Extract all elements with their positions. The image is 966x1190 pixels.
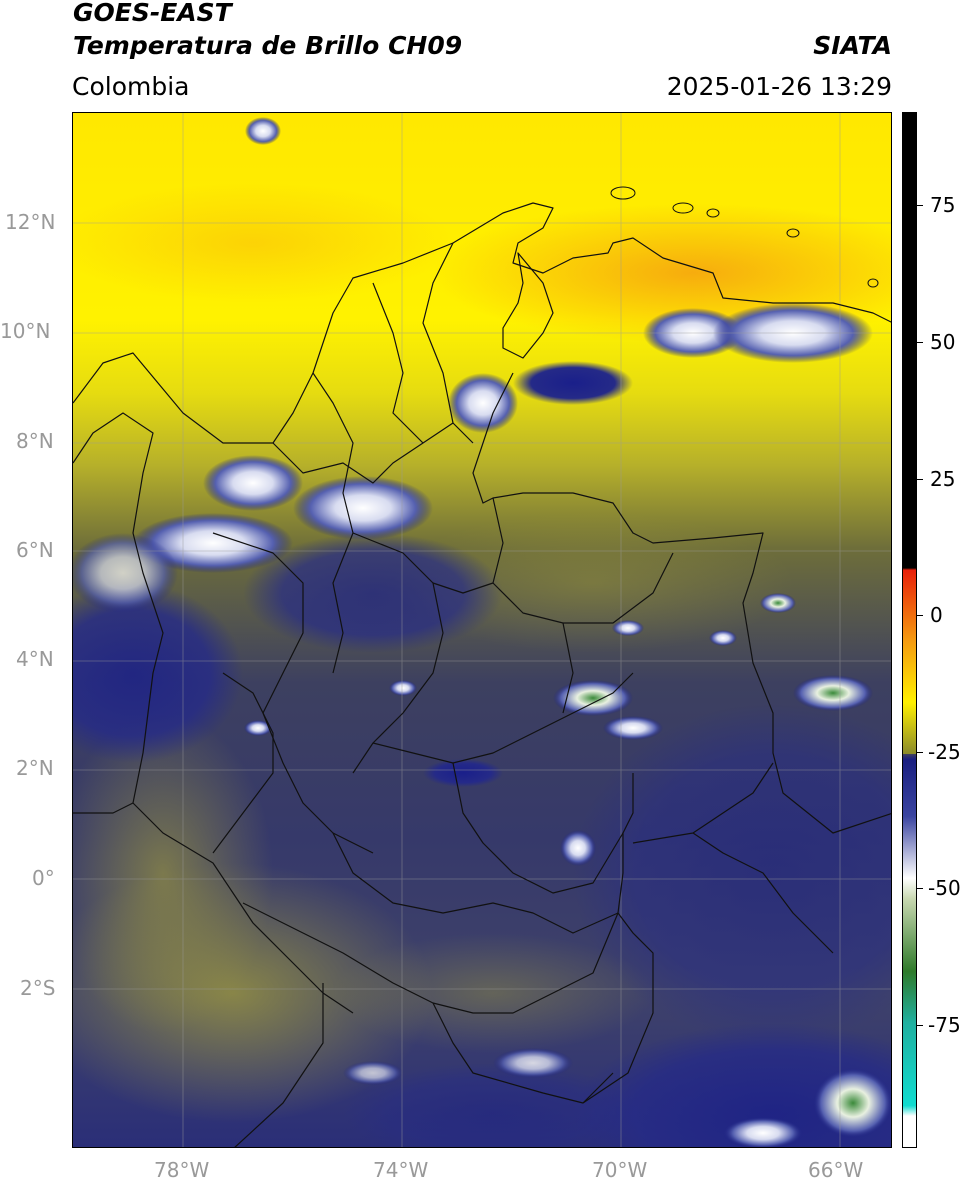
region-label: Colombia [72,72,190,101]
colorbar-label: 50 [930,330,956,354]
map-panel[interactable] [72,112,892,1148]
map-islands [610,186,879,288]
map-gridlines [73,113,891,1147]
colorbar-label: -75 [928,1013,961,1037]
lat-label: 4°N [16,647,54,671]
datetime-label: 2025-01-26 13:29 [666,72,892,101]
lat-label: 0° [32,866,55,890]
agency-label: SIATA [813,31,892,60]
lat-label: 2°N [16,756,54,780]
lat-label: 8°N [16,429,54,453]
temperature-colorbar [902,112,917,1148]
map-boundaries [73,202,891,1147]
lon-label: 70°W [592,1158,648,1182]
brightness-temperature-map [73,113,891,1147]
lon-label: 74°W [373,1158,429,1182]
colorbar-label: -25 [928,740,961,764]
lat-label: 6°N [16,538,54,562]
lon-label: 78°W [154,1158,210,1182]
colorbar-label: 25 [930,467,956,491]
colorbar-label: -50 [928,876,961,900]
lon-label: 66°W [808,1158,864,1182]
colorbar-label: 75 [930,193,956,217]
lat-label: 10°N [0,319,51,343]
colorbar-label: 0 [930,603,943,627]
lat-label: 2°S [20,976,56,1000]
lat-label: 12°N [5,210,56,234]
satellite-title: GOES-EAST [73,0,232,27]
product-title: Temperatura de Brillo CH09 [73,31,463,60]
